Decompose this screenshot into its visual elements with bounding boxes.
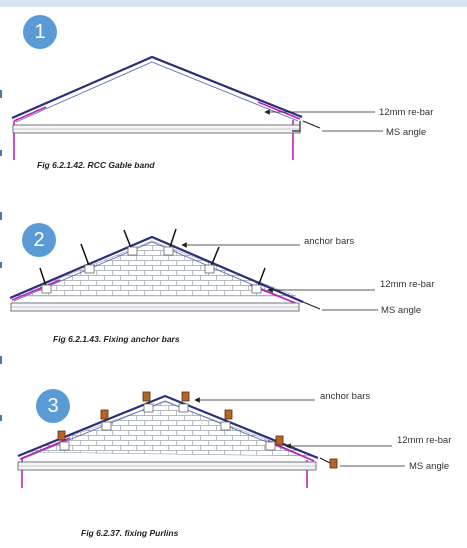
purlin [142,391,151,402]
anchor-block [127,246,138,256]
label-ms-angle: MS angle [409,461,449,472]
purlin [224,409,233,420]
anchor-block [220,421,231,431]
anchor-block [163,246,174,256]
ms-angle [292,121,301,132]
anchor-block [84,264,95,274]
label-anchor-bars: anchor bars [320,391,370,402]
figure-caption: Fig 6.2.1.43. Fixing anchor bars [53,334,180,344]
label-ms-angle: MS angle [386,127,426,138]
label-12mm-rebar: 12mm re-bar [379,107,433,118]
anchor-block [59,441,70,451]
edge-mark [0,356,2,364]
roof-outline [11,55,303,120]
edge-mark [0,90,2,98]
edge-mark [0,150,2,156]
edge-mark [0,212,2,220]
anchor-block [101,421,112,431]
ms-angle [302,120,321,129]
figure-1-drawing [11,55,383,160]
label-ms-angle: MS angle [381,305,421,316]
rebar [19,437,71,460]
step-badge-2: 2 [22,223,56,257]
figure-2-drawing [9,228,378,312]
purlin [275,435,284,446]
top-band [0,0,467,7]
anchor-block [178,403,189,413]
roof-inner-line [13,241,299,305]
anchor-block [251,284,262,294]
figure-3-drawing [17,391,405,488]
purlin [181,391,190,402]
anchor-block [204,264,215,274]
roof-outline [17,394,319,460]
purlin [329,458,338,469]
rebar [11,279,61,301]
roof-inner-line [21,400,315,462]
anchor-block [143,403,154,413]
ms-angle [302,301,321,310]
figure-caption: Fig 6.2.37. fixing Purlins [81,528,179,538]
label-anchor-bars: anchor bars [304,236,354,247]
rebar [13,106,47,122]
purlin [100,409,109,420]
rebar [257,101,301,120]
figure-caption: Fig 6.2.1.42. RCC Gable band [37,160,155,170]
roof-inner-line [15,61,299,123]
edge-mark [0,262,2,268]
purlin [57,430,66,441]
anchor-block [265,441,276,451]
step-badge-1: 1 [23,15,57,49]
roof-outline [9,235,304,304]
edge-mark [0,415,2,421]
label-12mm-rebar: 12mm re-bar [397,435,451,446]
step-badge-3: 3 [36,389,70,423]
anchor-block [41,284,52,294]
brick-gable [25,401,313,457]
label-12mm-rebar: 12mm re-bar [380,279,434,290]
